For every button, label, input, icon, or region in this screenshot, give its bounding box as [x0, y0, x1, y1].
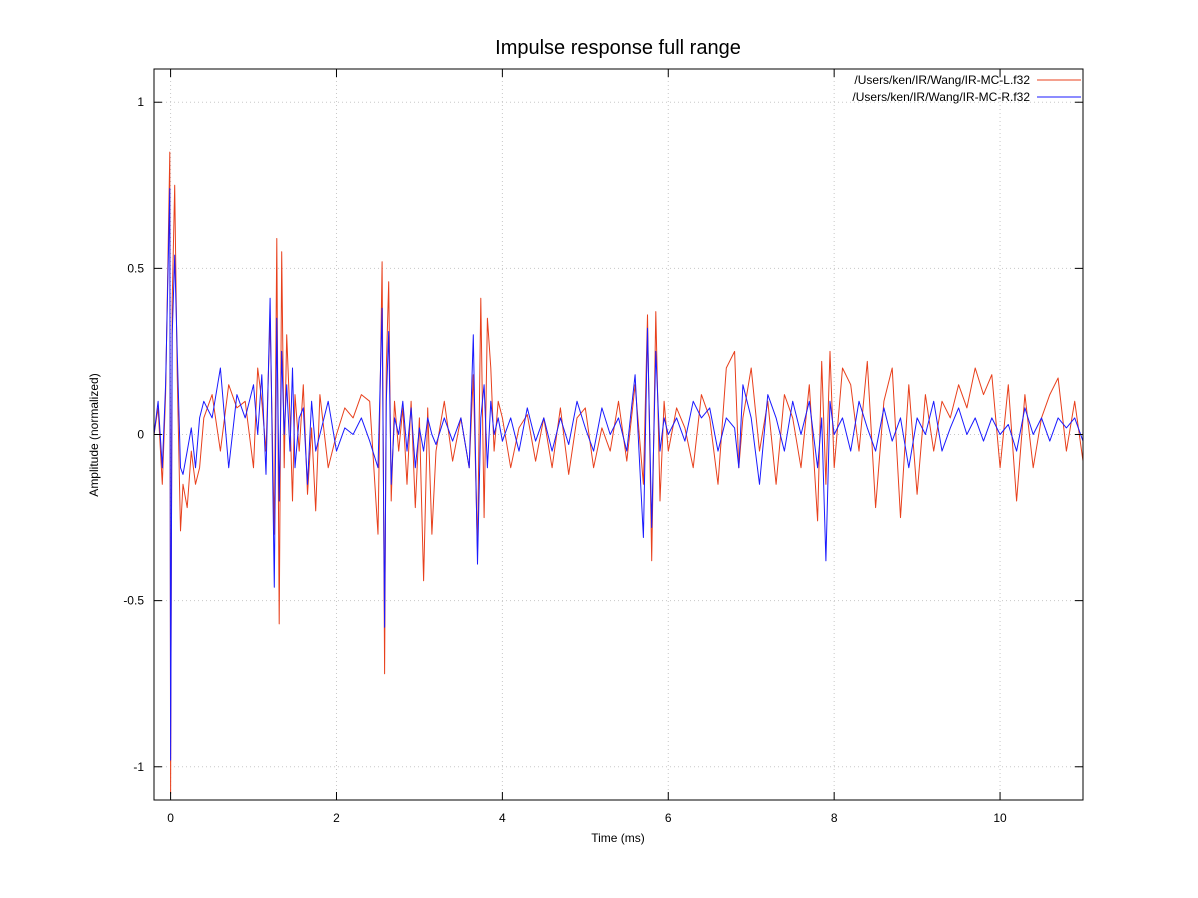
x-tick-label: 4: [499, 811, 506, 825]
legend-label-left: /Users/ken/IR/Wang/IR-MC-L.f32: [854, 73, 1030, 87]
x-tick-label: 6: [665, 811, 672, 825]
x-tick-label: 2: [333, 811, 340, 825]
y-tick-label: -0.5: [123, 594, 144, 608]
y-tick-label: 0: [137, 428, 144, 442]
tick-labels: 0 2 4 6 8 10 1 0.5 0 -0.5 -1: [123, 95, 1007, 825]
x-tick-label: 10: [993, 811, 1007, 825]
x-tick-label: 8: [831, 811, 838, 825]
grid-lines: [154, 69, 1083, 800]
series-line-right: [154, 188, 1083, 761]
x-axis-label: Time (ms): [591, 831, 645, 845]
chart-title: Impulse response full range: [495, 37, 741, 59]
axis-ticks: [154, 69, 1083, 800]
x-tick-label: 0: [167, 811, 174, 825]
y-axis-label: Amplitude (normalized): [87, 373, 101, 496]
y-tick-label: 1: [137, 95, 144, 109]
legend-label-right: /Users/ken/IR/Wang/IR-MC-R.f32: [852, 90, 1030, 104]
y-tick-label: -1: [133, 760, 144, 774]
legend: /Users/ken/IR/Wang/IR-MC-L.f32 /Users/ke…: [852, 73, 1081, 104]
series-lines: [154, 151, 1083, 794]
series-line-left: [154, 151, 1083, 794]
y-tick-label: 0.5: [127, 261, 144, 275]
